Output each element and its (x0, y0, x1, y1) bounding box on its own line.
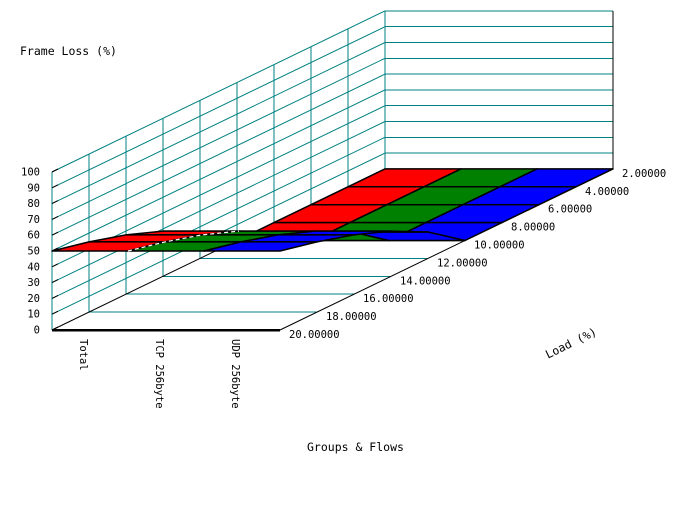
left-wall-z-gridline (51, 10, 386, 173)
load-tick-label: 2.00000 (622, 168, 666, 180)
z-tick-label: 0 (34, 325, 40, 337)
group-axis-title: Groups & Flows (307, 440, 404, 454)
group-tick-label: Total (77, 339, 89, 371)
left-wall-z-gridline (51, 121, 386, 284)
left-wall-z-gridline (51, 57, 386, 220)
group-tick-label: UDP 256byte (229, 339, 241, 409)
z-axis-tick (51, 168, 59, 173)
load-tick-label: 18.00000 (326, 311, 377, 323)
left-wall-z-gridline (51, 89, 386, 252)
z-axis-tick (51, 263, 59, 268)
z-tick-label: 10 (27, 309, 40, 321)
z-tick-label: 30 (27, 277, 40, 289)
z-tick-label: 60 (27, 230, 40, 242)
z-tick-label: 90 (27, 182, 40, 194)
fold-highlight-dash (127, 230, 240, 252)
load-tick-label: 12.00000 (437, 257, 488, 269)
load-tick-label: 14.00000 (400, 275, 451, 287)
z-tick-label: 100 (21, 167, 40, 179)
z-axis-tick (51, 215, 59, 220)
load-tick-label: 16.00000 (363, 293, 414, 305)
load-tick-label: 20.00000 (289, 329, 340, 341)
load-tick-label: 6.00000 (548, 204, 592, 216)
z-axis-tick (51, 200, 59, 205)
z-axis-tick (51, 184, 59, 189)
left-wall-z-gridline (51, 42, 386, 205)
z-tick-label: 20 (27, 293, 40, 305)
z-axis-tick (51, 326, 59, 331)
left-wall-z-gridline (51, 73, 386, 236)
z-tick-label: 40 (27, 261, 40, 273)
chart-render-root: 0 10 20 30 40 50 60 70 80 90 100 2.00000 4.00000 6.00… (21, 10, 666, 409)
load-tick-label: 4.00000 (585, 186, 629, 198)
z-axis-tick (51, 231, 59, 236)
ribbon-segment-udp-256byte (203, 241, 318, 252)
load-tick-label: 10.00000 (474, 240, 525, 252)
z-axis-title: Frame Loss (%) (20, 44, 117, 58)
load-axis-line (279, 168, 614, 331)
z-axis-tick (51, 310, 59, 315)
group-tick-label: TCP 256byte (153, 339, 165, 409)
z-tick-label: 50 (27, 246, 40, 258)
load-axis-title: Load (%) (543, 325, 599, 362)
load-tick-label: 8.00000 (511, 222, 555, 234)
left-wall-z-gridline (51, 136, 386, 299)
z-tick-label: 70 (27, 214, 40, 226)
z-axis-tick (51, 294, 59, 299)
z-axis-tick (51, 279, 59, 284)
z-tick-label: 80 (27, 198, 40, 210)
z-axis-tick (51, 247, 59, 252)
left-wall-z-gridline (51, 26, 386, 189)
